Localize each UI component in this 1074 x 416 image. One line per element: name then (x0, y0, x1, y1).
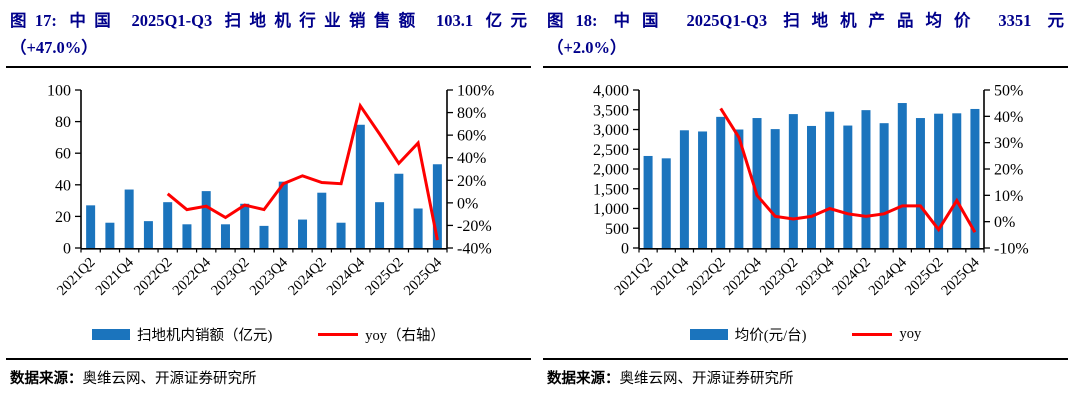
bar-series-swatch-icon (91, 328, 130, 340)
svg-text:2022Q2: 2022Q2 (684, 255, 728, 299)
svg-text:100: 100 (47, 83, 71, 100)
svg-text:2023Q4: 2023Q4 (247, 254, 292, 299)
svg-text:1,000: 1,000 (593, 201, 629, 218)
svg-text:-20%: -20% (457, 218, 492, 235)
svg-text:2022Q4: 2022Q4 (170, 254, 215, 299)
svg-text:0%: 0% (457, 196, 478, 213)
figure-17-panel: 图17: 中国 2025Q1-Q3 扫地机行业销售额 103.1 亿元 （+47… (0, 0, 537, 388)
figure-18-chart: 0 500 1,000 1,500 2,000 2,500 3,000 3,500 4,000 -… (593, 83, 1029, 299)
source-label: 数据来源： (10, 371, 83, 388)
svg-text:3,500: 3,500 (593, 103, 629, 120)
figure-18-title-divider (543, 66, 1068, 69)
svg-text:20%: 20% (994, 162, 1023, 179)
svg-text:40%: 40% (457, 151, 486, 168)
line-series-swatch-icon (318, 332, 359, 336)
svg-text:40%: 40% (994, 109, 1023, 126)
svg-text:500: 500 (605, 221, 629, 238)
svg-text:2025Q4: 2025Q4 (401, 254, 446, 299)
svg-text:2021Q4: 2021Q4 (648, 254, 693, 299)
figure-17-title: 图17: 中国 2025Q1-Q3 扫地机行业销售额 103.1 亿元 （+47… (4, 6, 533, 65)
figure-18-source: 数据来源：奥维云网、开源证券研究所 (541, 360, 1070, 388)
svg-text:10%: 10% (994, 188, 1023, 205)
svg-text:2,500: 2,500 (593, 142, 629, 159)
source-label: 数据来源： (547, 371, 620, 388)
svg-text:50%: 50% (994, 83, 1023, 100)
figure-17-legend-item-line: yoy（右轴） (318, 324, 445, 345)
figure-17-title-divider (6, 66, 531, 69)
figure-17-chart: 0 20 40 60 80 100 -40% -20% 0% 20% 40% 60% 80% 100% 20… (47, 83, 494, 299)
svg-text:0: 0 (621, 241, 629, 258)
svg-text:2024Q4: 2024Q4 (324, 254, 369, 299)
svg-text:0: 0 (63, 241, 71, 258)
svg-text:-10%: -10% (994, 241, 1029, 258)
svg-text:2023Q2: 2023Q2 (757, 255, 801, 299)
figure-17-legend: 扫地机内销额（亿元) yoy（右轴） (4, 322, 533, 346)
figure-18-legend-item-line: yoy (852, 326, 921, 343)
svg-text:80%: 80% (457, 106, 486, 123)
svg-text:2,000: 2,000 (593, 162, 629, 179)
svg-text:20%: 20% (457, 173, 486, 190)
svg-text:2021Q2: 2021Q2 (54, 255, 98, 299)
svg-text:4,000: 4,000 (593, 83, 629, 100)
figure-18-title-line1: 图18: 中国 2025Q1-Q3 扫地机产品均价 3351 元 (547, 11, 1064, 30)
svg-text:2023Q4: 2023Q4 (793, 254, 838, 299)
svg-text:-40%: -40% (457, 241, 492, 258)
svg-text:100%: 100% (457, 83, 494, 100)
figure-17-title-line2: （+47.0%） (10, 37, 98, 57)
figure-18-source-divider (543, 358, 1068, 361)
figure-17-legend-item-bar: 扫地机内销额（亿元) (91, 324, 273, 345)
figure-18-legend-item-bar: 均价(元/台) (689, 324, 807, 345)
bar-series-legend-label: 扫地机内销额（亿元) (136, 327, 273, 344)
svg-text:2021Q4: 2021Q4 (93, 254, 138, 299)
line-series-legend-label: yoy（右轴） (365, 327, 446, 344)
svg-text:2022Q2: 2022Q2 (131, 255, 175, 299)
line-series-legend-label: yoy (899, 325, 922, 342)
svg-text:80: 80 (55, 115, 71, 132)
svg-text:2025Q2: 2025Q2 (362, 255, 406, 299)
source-text: 奥维云网、开源证券研究所 (619, 371, 794, 388)
report-figures-row: 图17: 中国 2025Q1-Q3 扫地机行业销售额 103.1 亿元 （+47… (0, 0, 1074, 388)
figure-17-title-line1: 图17: 中国 2025Q1-Q3 扫地机行业销售额 103.1 亿元 (10, 11, 527, 30)
svg-text:60: 60 (55, 146, 71, 163)
svg-text:2023Q2: 2023Q2 (208, 255, 252, 299)
svg-text:2021Q2: 2021Q2 (612, 255, 656, 299)
figure-18-legend: 均价(元/台) yoy (541, 322, 1070, 346)
svg-text:2022Q4: 2022Q4 (720, 254, 765, 299)
svg-text:30%: 30% (994, 136, 1023, 153)
svg-text:2024Q4: 2024Q4 (866, 254, 911, 299)
source-text: 奥维云网、开源证券研究所 (82, 371, 257, 388)
figure-17-source-divider (6, 358, 531, 361)
figure-17-source: 数据来源：奥维云网、开源证券研究所 (4, 360, 533, 388)
figure-18-title: 图18: 中国 2025Q1-Q3 扫地机产品均价 3351 元 （+2.0%） (541, 6, 1070, 65)
line-series-swatch-icon (852, 332, 893, 336)
svg-text:0%: 0% (994, 215, 1015, 232)
svg-text:40: 40 (55, 178, 71, 195)
figure-18-panel: 图18: 中国 2025Q1-Q3 扫地机产品均价 3351 元 （+2.0%）… (537, 0, 1074, 388)
svg-text:3,000: 3,000 (593, 122, 629, 139)
bar-series-swatch-icon (689, 328, 728, 340)
svg-text:2025Q4: 2025Q4 (938, 254, 983, 299)
figure-18-title-line2: （+2.0%） (547, 37, 627, 57)
svg-text:1,500: 1,500 (593, 182, 629, 199)
svg-text:2025Q2: 2025Q2 (902, 255, 946, 299)
svg-text:20: 20 (55, 209, 71, 226)
svg-text:60%: 60% (457, 128, 486, 145)
svg-text:2024Q2: 2024Q2 (829, 255, 873, 299)
bar-series-legend-label: 均价(元/台) (734, 327, 807, 344)
svg-text:2024Q2: 2024Q2 (285, 255, 329, 299)
